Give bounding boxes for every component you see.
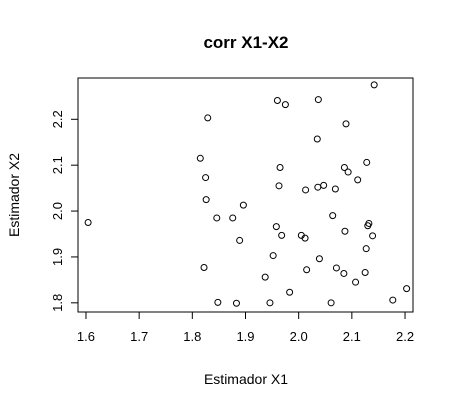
data-point	[196, 154, 204, 162]
y-tick-label: 2.0	[50, 202, 65, 220]
data-point	[315, 255, 323, 263]
data-point	[369, 232, 377, 240]
data-point	[276, 163, 284, 171]
y-tick-label: 1.9	[50, 248, 65, 266]
data-point	[261, 273, 269, 281]
y-tick-label: 2.2	[50, 110, 65, 128]
data-point	[301, 234, 309, 242]
data-point	[200, 263, 208, 271]
x-tick-label: 2.1	[343, 329, 361, 344]
y-axis-label: Estimador X2	[6, 153, 22, 237]
data-point	[213, 214, 221, 222]
data-point	[204, 114, 212, 122]
x-tick-label: 2.0	[290, 329, 308, 344]
data-point	[232, 299, 240, 307]
data-point	[403, 285, 411, 293]
data-point	[344, 168, 352, 176]
data-points	[84, 81, 411, 307]
plot-frame	[77, 77, 414, 313]
data-point	[229, 214, 237, 222]
data-point	[327, 299, 335, 307]
data-point	[370, 81, 378, 89]
data-point	[275, 182, 283, 190]
data-point	[272, 223, 280, 231]
data-point	[236, 236, 244, 244]
x-tick-label: 2.2	[396, 329, 414, 344]
data-point	[278, 231, 286, 239]
x-axis: 1.6 1.7 1.8 1.9 2.0 2.1 2.2	[77, 311, 414, 344]
data-point	[365, 219, 373, 227]
data-point	[361, 269, 369, 277]
data-point	[341, 227, 349, 235]
y-tick-label: 2.1	[50, 156, 65, 174]
data-point	[202, 196, 210, 204]
y-axis: 1.8 1.9 2.0 2.1 2.2	[50, 110, 79, 312]
chart-title: corr X1-X2	[203, 33, 288, 52]
data-point	[363, 158, 371, 166]
data-point	[286, 288, 294, 296]
y-tick-label: 1.8	[50, 294, 65, 312]
data-point	[354, 176, 362, 184]
data-point	[214, 298, 222, 306]
data-point	[313, 135, 321, 143]
data-point	[331, 185, 339, 193]
data-point	[266, 299, 274, 307]
x-tick-label: 1.7	[130, 329, 148, 344]
data-point	[281, 101, 289, 109]
data-point	[302, 186, 310, 194]
x-axis-label: Estimador X1	[204, 371, 288, 387]
data-point	[329, 212, 337, 220]
data-point	[362, 245, 370, 253]
data-point	[340, 163, 348, 171]
data-point	[320, 181, 328, 189]
data-point	[202, 174, 210, 182]
data-point	[314, 96, 322, 104]
data-point	[273, 96, 281, 104]
data-point	[352, 278, 360, 286]
data-point	[340, 269, 348, 277]
data-point	[332, 264, 340, 272]
data-point	[389, 296, 397, 304]
data-point	[314, 183, 322, 191]
data-point	[269, 252, 277, 260]
data-point	[303, 266, 311, 274]
data-point	[84, 219, 92, 227]
x-tick-label: 1.8	[183, 329, 201, 344]
x-tick-label: 1.6	[77, 329, 95, 344]
x-tick-label: 1.9	[236, 329, 254, 344]
data-point	[239, 201, 247, 209]
data-point	[342, 120, 350, 128]
